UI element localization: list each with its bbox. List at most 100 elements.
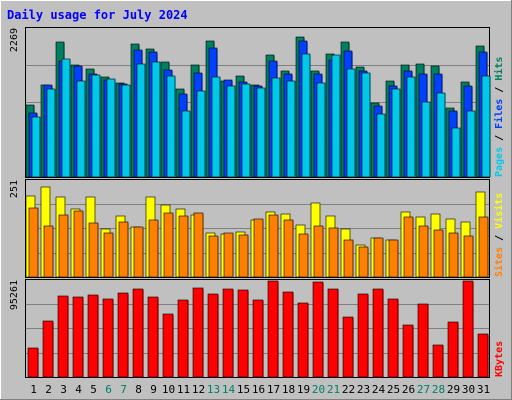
- bar-fill: [117, 292, 129, 378]
- hits-panel-pages-bar: [346, 68, 356, 178]
- x-tick-label-31: 31: [477, 383, 490, 396]
- bar-fill: [376, 113, 386, 178]
- bar-fill: [256, 87, 266, 178]
- hits-panel-pages-bar: [196, 90, 206, 178]
- x-tick-label-17: 17: [267, 383, 280, 396]
- x-tick-label-5: 5: [90, 383, 97, 396]
- bar-fill: [166, 75, 176, 178]
- bar-fill: [297, 302, 309, 378]
- kbytes-panel-kbytes-bar: [417, 303, 429, 378]
- bar-fill: [448, 232, 459, 278]
- legend-entry: Sites: [493, 247, 505, 277]
- bar-fill: [436, 92, 446, 178]
- bar-fill: [102, 298, 114, 378]
- bar-fill: [481, 75, 491, 178]
- kbytes-panel-kbytes-bar: [297, 302, 309, 378]
- bar-fill: [451, 127, 461, 178]
- kbytes-panel-kbytes-bar: [147, 296, 159, 378]
- hits-panel-pages-bar: [46, 88, 56, 178]
- visits-panel-sites-bar: [448, 232, 459, 278]
- legend-entry: Pages: [494, 147, 505, 177]
- bar-fill: [238, 234, 249, 278]
- hits-panel-pages-bar: [151, 61, 161, 178]
- kbytes-panel-kbytes-bar: [87, 294, 99, 378]
- legend-entry: KBytes: [494, 341, 505, 377]
- bar-fill: [162, 313, 174, 378]
- bar-fill: [387, 298, 399, 378]
- bar-fill: [57, 295, 69, 378]
- visits-panel-sites-bar: [283, 219, 294, 278]
- kbytes-panel-kbytes-bar: [42, 320, 54, 378]
- bar-fill: [31, 116, 41, 178]
- hits-panel-pages-bar: [91, 74, 101, 178]
- kbytes-panel-kbytes-bar: [432, 344, 444, 378]
- bar-fill: [226, 85, 236, 178]
- bar-fill: [106, 78, 116, 178]
- kbytes-panel-kbytes-bar: [447, 321, 459, 378]
- bar-fill: [241, 83, 251, 178]
- bar-fill: [282, 291, 294, 378]
- bar-fill: [237, 289, 249, 378]
- bar-fill: [406, 76, 416, 178]
- bar-fill: [253, 218, 264, 278]
- hits-panel-pages-bar: [121, 84, 131, 178]
- hits-panel-pages-bar: [301, 53, 311, 178]
- hits-panel-pages-bar: [106, 78, 116, 178]
- bar-fill: [28, 207, 39, 278]
- bar-fill: [181, 110, 191, 178]
- visits-panel-sites-bar: [103, 232, 114, 278]
- visits-panel-sites-bar: [238, 234, 249, 278]
- bar-fill: [462, 280, 474, 378]
- bar-fill: [132, 288, 144, 378]
- x-tick-label-11: 11: [177, 383, 190, 396]
- bar-fill: [118, 221, 129, 278]
- bar-fill: [61, 58, 71, 178]
- bar-fill: [252, 299, 264, 378]
- bar-fill: [211, 76, 221, 178]
- x-tick-label-3: 3: [60, 383, 67, 396]
- kbytes-panel-kbytes-bar: [282, 291, 294, 378]
- kbytes-panel-kbytes-bar: [162, 313, 174, 378]
- x-tick-label-20: 20: [312, 383, 325, 396]
- bar-fill: [207, 293, 219, 378]
- kbytes-panel-kbytes-bar: [387, 298, 399, 378]
- hits-panel-pages-bar: [286, 80, 296, 178]
- visits-panel-sites-bar: [133, 226, 144, 278]
- x-tick-label-9: 9: [150, 383, 157, 396]
- bar-fill: [147, 296, 159, 378]
- kbytes-panel-kbytes-bar: [117, 292, 129, 378]
- hits-panel-legend: Pages / Files / Hits: [493, 57, 505, 177]
- visits-panel-sites-bar: [373, 237, 384, 278]
- bar-fill: [46, 88, 56, 178]
- hits-panel-pages-bar: [76, 80, 86, 178]
- bar-fill: [133, 226, 144, 278]
- x-tick-label-18: 18: [282, 383, 295, 396]
- bar-fill: [402, 324, 414, 378]
- x-tick-label-25: 25: [387, 383, 400, 396]
- bar-fill: [73, 210, 84, 278]
- visits-panel-sites-bar: [298, 233, 309, 278]
- x-tick-label-22: 22: [342, 383, 355, 396]
- x-tick-label-21: 21: [327, 383, 340, 396]
- hits-panel-pages-bar: [436, 92, 446, 178]
- hits-panel-pages-bar: [211, 76, 221, 178]
- legend-entry: Hits: [493, 57, 505, 81]
- bar-fill: [417, 303, 429, 378]
- bar-fill: [271, 77, 281, 178]
- bar-fill: [121, 84, 131, 178]
- hits-panel-pages-bar: [256, 87, 266, 178]
- hits-panel-pages-bar: [331, 54, 341, 178]
- hits-panel-pages-bar: [226, 85, 236, 178]
- x-tick-label-26: 26: [402, 383, 415, 396]
- hits-panel-pages-bar: [136, 63, 146, 178]
- bar-fill: [316, 82, 326, 178]
- visits-panel-sites-bar: [328, 227, 339, 278]
- x-tick-label-10: 10: [162, 383, 175, 396]
- bar-fill: [357, 293, 369, 378]
- x-tick-label-28: 28: [432, 383, 445, 396]
- bar-fill: [327, 288, 339, 378]
- visits-panel-sites-bar: [388, 239, 399, 278]
- bar-fill: [432, 344, 444, 378]
